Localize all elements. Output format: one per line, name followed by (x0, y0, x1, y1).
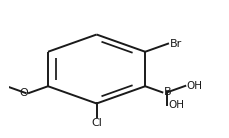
Text: Br: Br (169, 39, 181, 49)
Text: OH: OH (168, 100, 184, 110)
Text: Cl: Cl (91, 118, 102, 128)
Text: B: B (163, 87, 170, 97)
Text: methoxy: methoxy (1, 85, 7, 86)
Text: O: O (19, 88, 28, 98)
Text: OH: OH (186, 81, 202, 91)
